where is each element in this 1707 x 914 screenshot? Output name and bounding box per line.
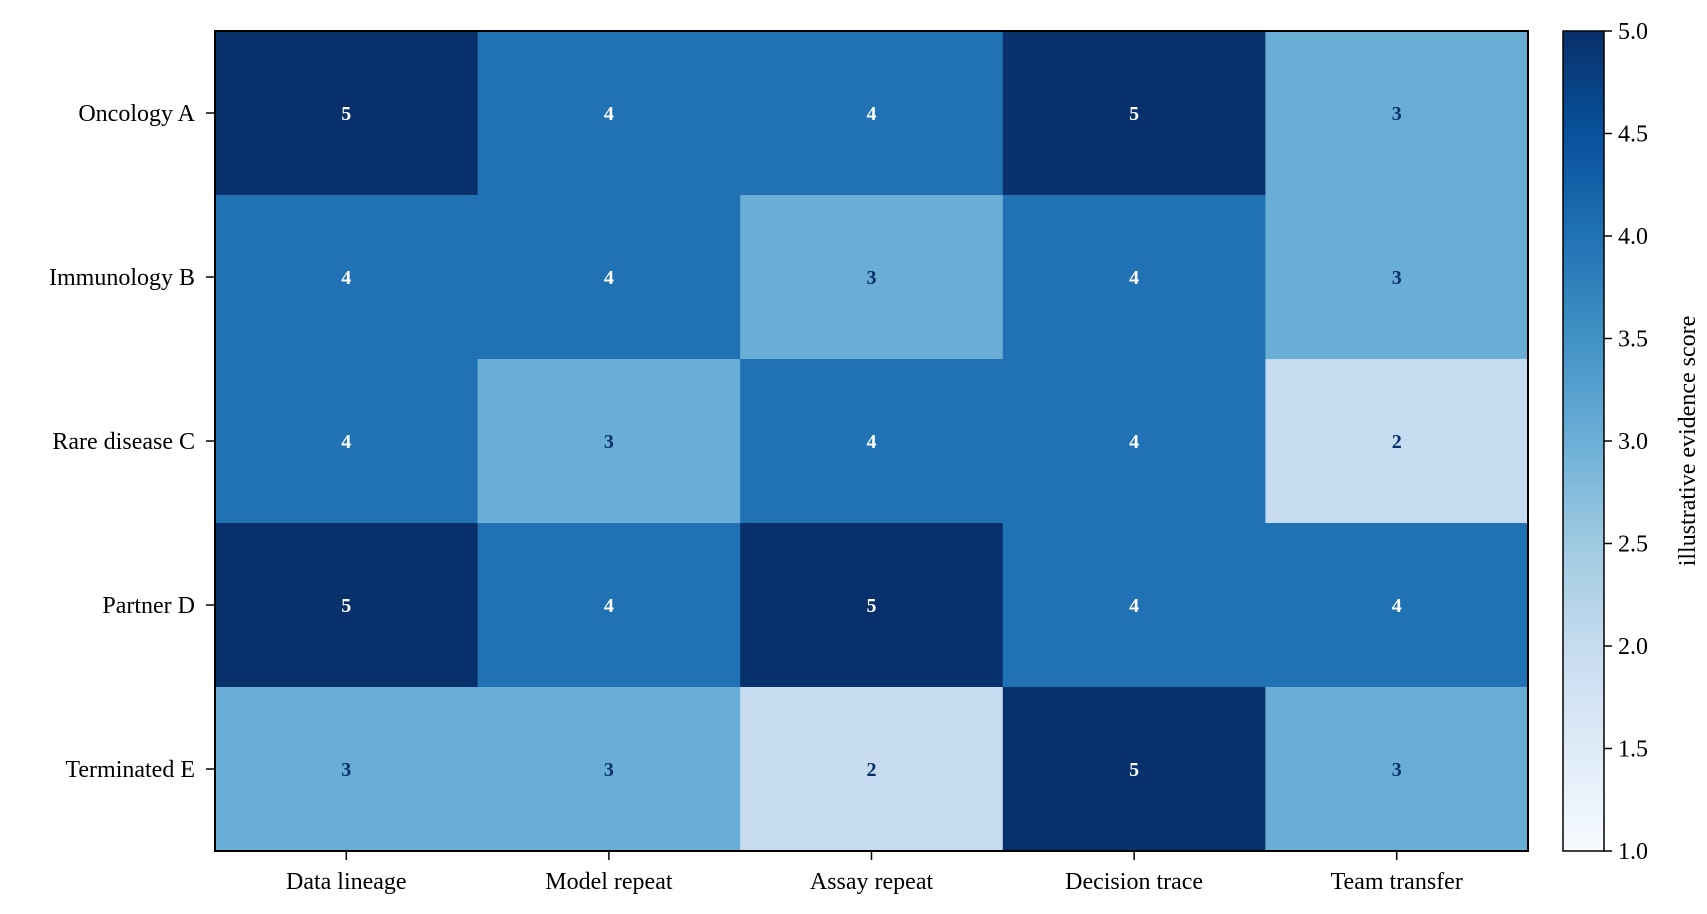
- cell-value-label: 4: [867, 431, 877, 453]
- cell-value-label: 4: [1392, 595, 1402, 617]
- cell-value-label: 4: [1129, 267, 1139, 289]
- heatmap-cell: [1265, 523, 1529, 688]
- colorbar-tick-label: 5.0: [1618, 19, 1648, 45]
- cell-value-label: 3: [341, 759, 351, 781]
- y-tick-label: Terminated E: [65, 757, 195, 783]
- cell-value-label: 3: [1392, 103, 1402, 125]
- x-axis: Data lineage Model repeat Assay repeat Deci…: [286, 851, 1463, 895]
- cell-value-label: 4: [1129, 431, 1139, 453]
- y-axis: Oncology A Immunology B Rare disease C Part…: [49, 101, 215, 783]
- heatmap-cell: [1002, 31, 1266, 196]
- cell-value-label: 3: [604, 431, 614, 453]
- heatmap-cell: [477, 359, 741, 524]
- heatmap-cell: [1002, 523, 1266, 688]
- heatmap-cell: [215, 523, 479, 688]
- cell-value-label: 4: [341, 267, 351, 289]
- heatmap-cell: [740, 523, 1004, 688]
- colorbar-ticks: 1.0 1.5 2.0 2.5 3.0 3.5 4.0 4.5 5.0: [1604, 19, 1648, 865]
- y-tick-label: Partner D: [102, 593, 195, 619]
- colorbar-tick-label: 2.0: [1618, 634, 1648, 660]
- colorbar-tick-label: 1.5: [1618, 737, 1648, 763]
- colorbar-tick-label: 3.0: [1618, 429, 1648, 455]
- heatmap-cell: [1265, 195, 1529, 360]
- y-tick-label: Immunology B: [49, 265, 195, 291]
- colorbar-gradient: [1562, 30, 1605, 852]
- x-tick-label: Data lineage: [286, 869, 407, 895]
- colorbar-tick-label: 4.0: [1618, 224, 1648, 250]
- cell-value-label: 5: [1129, 103, 1139, 125]
- heatmap-cell: [477, 523, 741, 688]
- heatmap-cell: [1265, 687, 1529, 852]
- heatmap-cell: [477, 195, 741, 360]
- y-tick-label: Oncology A: [78, 101, 195, 127]
- heatmap-cells: [215, 31, 1529, 852]
- x-tick-label: Decision trace: [1065, 869, 1203, 895]
- x-tick-label: Model repeat: [545, 869, 673, 895]
- heatmap-cell: [1002, 687, 1266, 852]
- cell-value-label: 4: [604, 103, 614, 125]
- heatmap-cell: [1265, 359, 1529, 524]
- cell-value-label: 4: [867, 103, 877, 125]
- heatmap-cell: [740, 195, 1004, 360]
- heatmap-cell: [477, 687, 741, 852]
- heatmap-cell: [215, 195, 479, 360]
- heatmap-cell: [740, 687, 1004, 852]
- heatmap-cell: [215, 31, 479, 196]
- cell-value-label: 5: [341, 103, 351, 125]
- x-tick-label: Assay repeat: [810, 869, 934, 895]
- colorbar-tick-label: 1.0: [1618, 839, 1648, 865]
- colorbar: 1.0 1.5 2.0 2.5 3.0 3.5 4.0 4.5 5.0 illustrative…: [1562, 19, 1701, 865]
- heatmap-cell: [1265, 31, 1529, 196]
- cell-value-label: 3: [1392, 267, 1402, 289]
- heatmap-cell: [1002, 195, 1266, 360]
- cell-value-label: 4: [604, 267, 614, 289]
- heatmap-cell: [740, 359, 1004, 524]
- cell-value-label: 3: [604, 759, 614, 781]
- cell-value-label: 2: [867, 759, 877, 781]
- heatmap-cell: [1002, 359, 1266, 524]
- colorbar-tick-label: 3.5: [1618, 327, 1648, 353]
- cell-value-label: 4: [1129, 595, 1139, 617]
- cell-value-label: 5: [341, 595, 351, 617]
- heatmap-cell: [740, 31, 1004, 196]
- heatmap-cell: [215, 687, 479, 852]
- heatmap-cell: [477, 31, 741, 196]
- colorbar-tick-label: 4.5: [1618, 122, 1648, 148]
- heatmap-cell: [215, 359, 479, 524]
- colorbar-tick-label: 2.5: [1618, 532, 1648, 558]
- colorbar-label: illustrative evidence score: [1675, 316, 1701, 567]
- cell-value-label: 3: [867, 267, 877, 289]
- cell-value-label: 2: [1392, 431, 1402, 453]
- y-tick-label: Rare disease C: [52, 429, 195, 455]
- cell-value-label: 3: [1392, 759, 1402, 781]
- cell-value-label: 4: [604, 595, 614, 617]
- heatmap-cell-labels: 5 4 4 5 3 4 4 3 4 3 4 3 4 4 2 5 4 5 4 4 3 3 2 5 3: [341, 103, 1401, 781]
- cell-value-label: 4: [341, 431, 351, 453]
- cell-value-label: 5: [1129, 759, 1139, 781]
- cell-value-label: 5: [867, 595, 877, 617]
- x-tick-label: Team transfer: [1331, 869, 1463, 895]
